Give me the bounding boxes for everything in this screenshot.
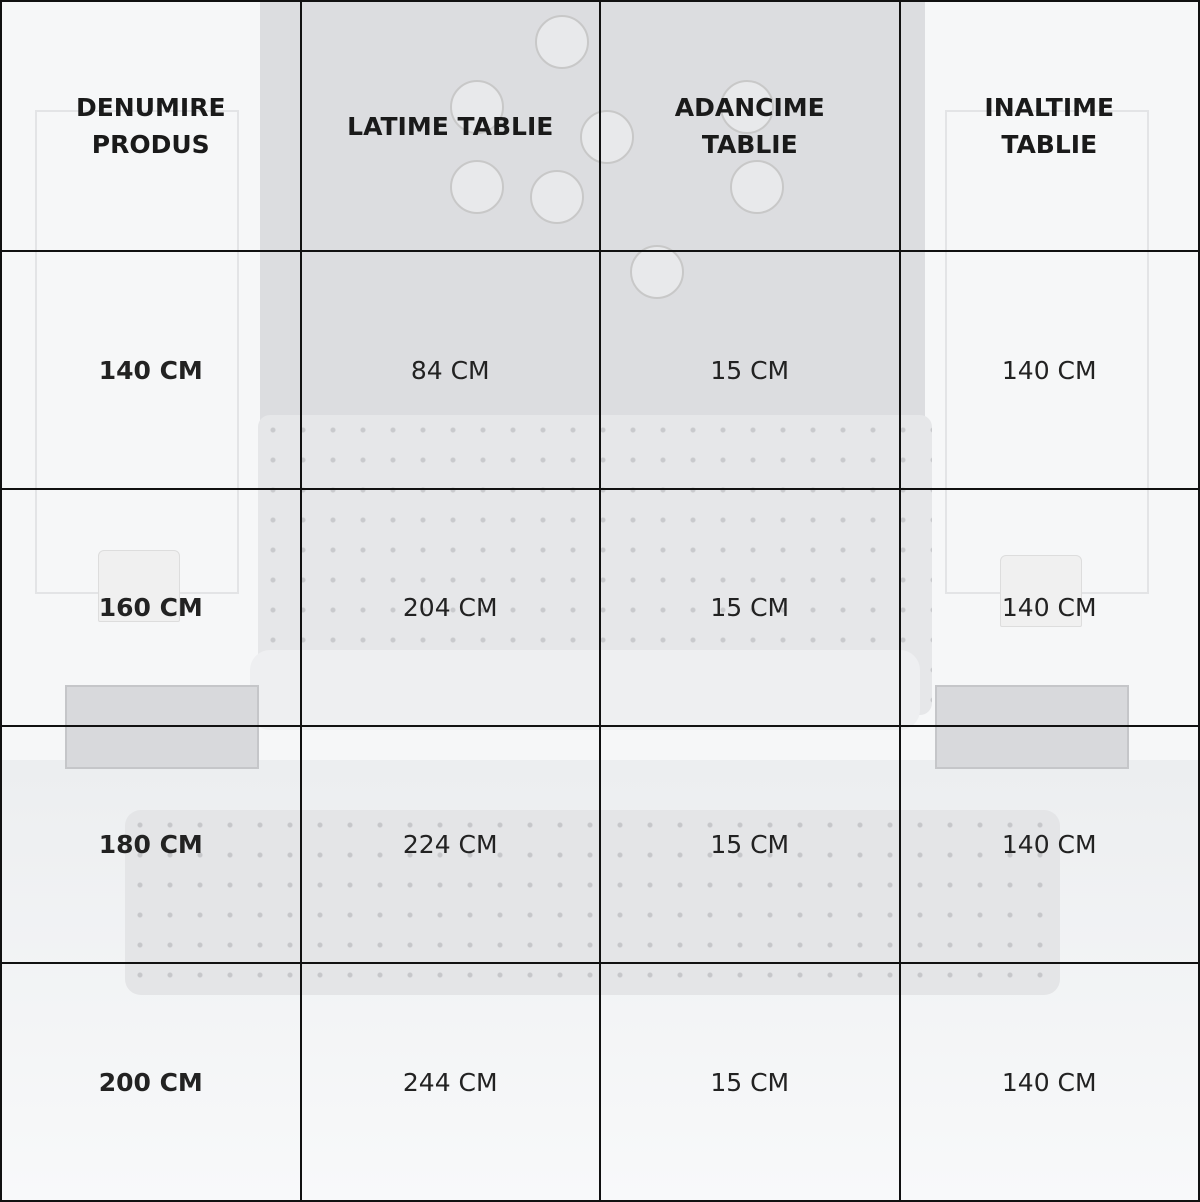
cell-product: 160 CM	[0, 488, 302, 727]
header-latime-tablie: LATIME TABLIE	[299, 0, 601, 252]
cell-width: 244 CM	[299, 962, 601, 1202]
header-line: PRODUS	[91, 130, 210, 159]
header-denumire-produs: DENUMIRE PRODUS	[0, 0, 302, 252]
cell-product: 180 CM	[0, 725, 302, 964]
header-line: ADANCIME	[674, 93, 825, 122]
cell-width: 224 CM	[299, 725, 601, 964]
header-inaltime-tablie: INALTIME TABLIE	[898, 0, 1200, 252]
cell-product: 200 CM	[0, 962, 302, 1202]
cell-width: 204 CM	[299, 488, 601, 727]
cell-depth: 15 CM	[599, 488, 901, 727]
header-line: TABLIE	[701, 130, 798, 159]
cell-depth: 15 CM	[599, 250, 901, 490]
cell-height: 140 CM	[898, 488, 1200, 727]
table-row: 180 CM 224 CM 15 CM 140 CM	[0, 725, 1200, 964]
cell-width: 84 CM	[299, 250, 601, 490]
table-row: 140 CM 84 CM 15 CM 140 CM	[0, 250, 1200, 490]
cell-depth: 15 CM	[599, 725, 901, 964]
cell-product: 140 CM	[0, 250, 302, 490]
header-line: DENUMIRE	[75, 93, 226, 122]
table-row: 160 CM 204 CM 15 CM 140 CM	[0, 488, 1200, 727]
header-line: LATIME TABLIE	[347, 111, 554, 141]
table-row: 200 CM 244 CM 15 CM 140 CM	[0, 962, 1200, 1202]
header-line: INALTIME	[984, 93, 1115, 122]
header-adancime-tablie: ADANCIME TABLIE	[599, 0, 901, 252]
header-line: TABLIE	[1001, 130, 1098, 159]
cell-height: 140 CM	[898, 725, 1200, 964]
cell-height: 140 CM	[898, 962, 1200, 1202]
cell-depth: 15 CM	[599, 962, 901, 1202]
header-row: DENUMIRE PRODUS LATIME TABLIE ADANCIME TAB…	[0, 0, 1200, 252]
cell-height: 140 CM	[898, 250, 1200, 490]
